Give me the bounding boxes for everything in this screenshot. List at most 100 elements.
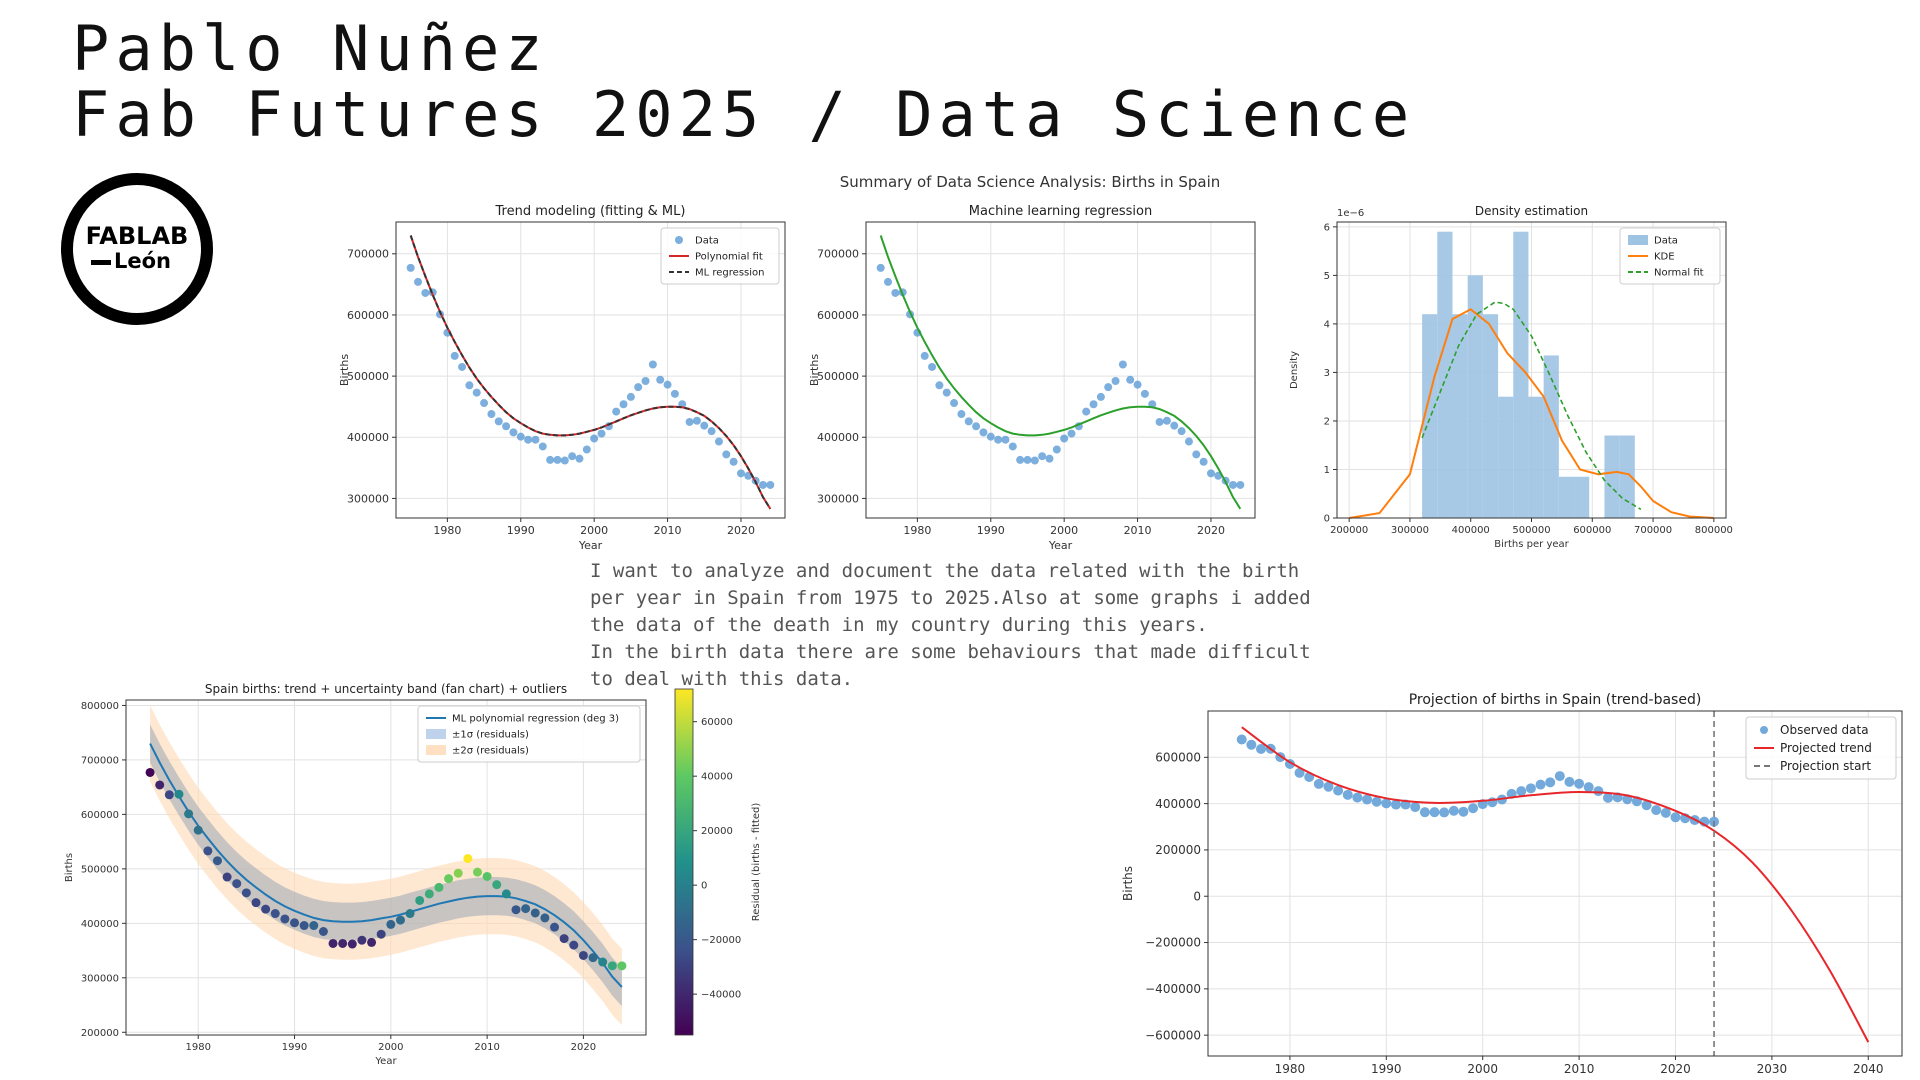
y-tick-label: 300000: [347, 492, 389, 505]
y-tick-label: 1: [1324, 465, 1330, 476]
y-tick-label: 400000: [81, 919, 119, 930]
chart-title: Machine learning regression: [969, 204, 1152, 219]
data-point: [1184, 437, 1193, 446]
data-point: [979, 428, 988, 437]
trend-line: [149, 743, 623, 988]
data-point: [415, 895, 425, 905]
data-point: [1060, 434, 1069, 443]
y-tick-label: 700000: [347, 248, 389, 261]
observed-point: [1390, 799, 1401, 810]
data-point: [280, 914, 290, 924]
ml-regression-line: [879, 235, 1242, 510]
legend-label: Projected trend: [1780, 741, 1872, 755]
data-point: [590, 434, 599, 443]
observed-point: [1236, 734, 1247, 745]
y-axis-label: Births: [338, 354, 351, 386]
x-axis-label: Year: [1541, 1078, 1567, 1080]
data-point: [406, 263, 415, 272]
y-tick-label: 600000: [81, 810, 119, 821]
data-point: [1118, 360, 1127, 369]
observed-point: [1564, 776, 1575, 787]
data-point: [1206, 469, 1215, 478]
x-tick-label: 2010: [1564, 1062, 1595, 1076]
legend-label: Polynomial fit: [695, 252, 763, 263]
data-point: [193, 825, 203, 835]
data-point: [1067, 429, 1076, 438]
histogram-bar: [1437, 231, 1453, 518]
legend-box: [417, 705, 641, 763]
legend-box: [660, 227, 780, 285]
data-point: [1008, 442, 1017, 451]
kde-curve: [1349, 308, 1714, 519]
data-point: [1126, 375, 1135, 384]
data-point: [575, 454, 584, 463]
data-point: [530, 908, 540, 918]
y-axis-label: Births: [64, 853, 75, 882]
legend-swatch: [426, 729, 446, 739]
data-point: [663, 380, 672, 389]
chart-title: Projection of births in Spain (trend-bas…: [1409, 692, 1702, 708]
normal-fit-curve: [1421, 301, 1642, 510]
data-point: [1177, 427, 1186, 436]
logo-dash: [91, 260, 111, 265]
data-point: [395, 915, 405, 925]
data-point: [876, 263, 885, 272]
legend-label: ±2σ (residuals): [452, 746, 529, 757]
histogram-bar: [1467, 275, 1483, 518]
histogram-bar: [1543, 355, 1559, 518]
histogram-bar: [1482, 314, 1499, 518]
data-point: [957, 410, 966, 419]
data-point: [1016, 455, 1025, 464]
data-point: [531, 435, 540, 444]
data-point: [942, 388, 951, 397]
x-tick-label: 1990: [1371, 1062, 1402, 1076]
data-point: [472, 867, 482, 877]
data-point: [758, 480, 767, 489]
data-point: [1052, 445, 1061, 454]
data-point: [560, 456, 569, 465]
data-point: [626, 392, 635, 401]
observed-point: [1603, 792, 1614, 803]
observed-point: [1574, 778, 1585, 789]
x-axis-label: Year: [374, 1056, 397, 1067]
data-point: [729, 457, 738, 466]
legend-label: Data: [695, 236, 719, 247]
x-tick-label: 2040: [1853, 1062, 1884, 1076]
data-point: [588, 953, 598, 963]
histogram-bar: [1604, 435, 1620, 518]
colorbar-tick-label: 40000: [701, 772, 733, 783]
x-tick-label: 800000: [1695, 525, 1733, 536]
data-point: [559, 934, 569, 944]
data-point: [444, 874, 454, 884]
y-tick-label: 6: [1324, 222, 1330, 233]
y-tick-label: 700000: [81, 755, 119, 766]
y-tick-label: −200000: [1145, 936, 1201, 950]
y-tick-label: 500000: [817, 370, 859, 383]
data-point: [501, 889, 511, 899]
data-point: [222, 872, 232, 882]
data-point: [155, 780, 165, 790]
data-point: [670, 389, 679, 398]
data-point: [597, 429, 606, 438]
description-text: I want to analyze and document the data …: [590, 558, 1450, 693]
colorbar-tick-label: −40000: [701, 990, 741, 1001]
data-point: [472, 388, 481, 397]
legend-label: Projection start: [1780, 759, 1871, 773]
observed-point: [1593, 786, 1604, 797]
observed-point: [1554, 771, 1565, 782]
x-tick-label: 2010: [474, 1042, 499, 1053]
observed-point: [1439, 807, 1450, 818]
y-tick-label: 3: [1324, 368, 1330, 379]
data-point: [707, 427, 716, 436]
data-point: [582, 445, 591, 454]
data-point: [509, 428, 518, 437]
data-point: [482, 871, 492, 881]
histogram-bar: [1528, 396, 1544, 518]
chart-ml-regression: 1980 1990 2000 2010 2020 300000 400000 500000 60…: [808, 204, 1256, 552]
x-tick-label: 400000: [1452, 525, 1490, 536]
data-point: [685, 417, 694, 426]
observed-point: [1352, 792, 1363, 803]
x-tick-label: 1990: [507, 524, 535, 537]
chart-title: Density estimation: [1475, 204, 1588, 218]
